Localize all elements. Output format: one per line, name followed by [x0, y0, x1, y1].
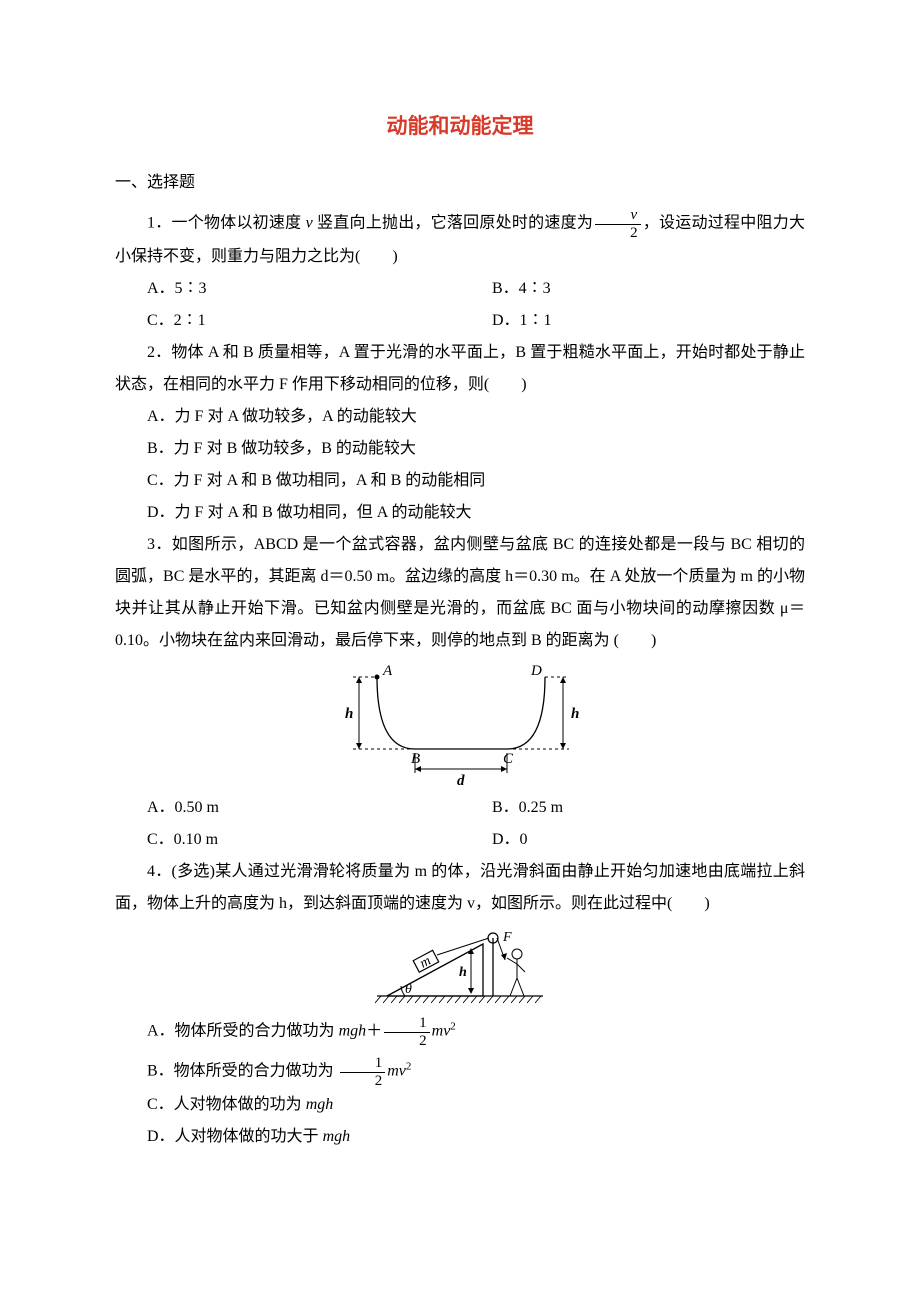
svg-text:h: h: [345, 706, 353, 722]
q4-opt-a: A．物体所受的合力做功为 mgh＋12mv2: [115, 1015, 805, 1049]
section-heading: 一、选择题: [115, 167, 805, 199]
svg-text:F: F: [502, 930, 512, 945]
q4-a-mv: mv: [432, 1023, 451, 1040]
q4-opt-d: D．人对物体做的功大于 mgh: [115, 1121, 805, 1153]
q2-opt-c: C．力 F 对 A 和 B 做功相同，A 和 B 的动能相同: [115, 465, 805, 497]
q1-stem: 1．一个物体以初速度 v 竖直向上抛出，它落回原处时的速度为v2，设运动过程中阻…: [115, 207, 805, 273]
q4-b-sq: 2: [406, 1060, 412, 1072]
q2-stem: 2．物体 A 和 B 质量相等，A 置于光滑的水平面上，B 置于粗糙水平面上，开…: [115, 337, 805, 401]
page: 动能和动能定理 一、选择题 1．一个物体以初速度 v 竖直向上抛出，它落回原处时…: [0, 0, 920, 1302]
svg-text:C: C: [503, 751, 514, 767]
q2-opt-d: D．力 F 对 A 和 B 做功相同，但 A 的动能较大: [115, 497, 805, 529]
svg-text:A: A: [382, 663, 393, 679]
q3-opt-c: C．0.10 m: [115, 824, 460, 856]
q4-c-mgh: mgh: [306, 1096, 334, 1113]
q1-frac-num: v: [595, 207, 641, 225]
q3-stem: 3．如图所示，ABCD 是一个盆式容器，盆内侧壁与盆底 BC 的连接处都是一段与…: [115, 529, 805, 657]
q4-b-frac: 12: [340, 1055, 386, 1089]
q1-frac-den: 2: [595, 225, 641, 242]
q4-figure: m Fh θ: [375, 926, 545, 1011]
q1-opt-c: C．2∶1: [115, 305, 460, 337]
q3-opt-a: A．0.50 m: [115, 792, 460, 824]
q4-b-frac-den: 2: [340, 1073, 386, 1090]
q4-b-frac-num: 1: [340, 1055, 386, 1073]
q4-opt-c: C．人对物体做的功为 mgh: [115, 1089, 805, 1121]
svg-text:h: h: [571, 706, 579, 722]
q4-a-frac-den: 2: [384, 1033, 430, 1050]
q3-opt-d: D．0: [460, 824, 805, 856]
q4-b-mv: mv: [387, 1063, 406, 1080]
q1-opt-d: D．1∶1: [460, 305, 805, 337]
q2-options: A．力 F 对 A 做功较多，A 的动能较大 B．力 F 对 B 做功较多，B …: [115, 401, 805, 529]
q4-a-pre: A．物体所受的合力做功为: [147, 1023, 339, 1040]
q4-a-plus: ＋: [366, 1023, 382, 1040]
q4-d-pre: D．人对物体做的功大于: [147, 1128, 323, 1145]
q2-opt-b: B．力 F 对 B 做功较多，B 的动能较大: [115, 433, 805, 465]
q1-options: A．5∶3 B．4∶3 C．2∶1 D．1∶1: [115, 273, 805, 337]
q1-stem-mid: 竖直向上抛出，它落回原处时的速度为: [313, 215, 593, 232]
q1-opt-b: B．4∶3: [460, 273, 805, 305]
q4-a-frac-num: 1: [384, 1015, 430, 1033]
q1-frac: v2: [595, 207, 641, 241]
svg-text:D: D: [530, 663, 542, 679]
svg-text:d: d: [457, 773, 465, 788]
q4-c-pre: C．人对物体做的功为: [147, 1096, 306, 1113]
q4-b-pre: B．物体所受的合力做功为: [147, 1063, 338, 1080]
q3-options: A．0.50 m B．0.25 m C．0.10 m D．0: [115, 792, 805, 856]
q4-stem: 4．(多选)某人通过光滑滑轮将质量为 m 的体，沿光滑斜面由静止开始匀加速地由底…: [115, 856, 805, 920]
q1-opt-a: A．5∶3: [115, 273, 460, 305]
q4-a-sq: 2: [450, 1020, 456, 1032]
q1-stem-pre: 1．一个物体以初速度: [147, 215, 306, 232]
q4-opt-b: B．物体所受的合力做功为 12mv2: [115, 1055, 805, 1089]
q4-d-mgh: mgh: [323, 1128, 351, 1145]
svg-text:h: h: [459, 965, 467, 980]
q1-var-v: v: [306, 215, 313, 232]
q3-figure: A D B Ch h d: [315, 663, 605, 788]
page-title: 动能和动能定理: [115, 105, 805, 147]
q4-a-frac: 12: [384, 1015, 430, 1049]
svg-text:m: m: [418, 954, 434, 972]
svg-text:B: B: [411, 751, 420, 767]
q4-options: A．物体所受的合力做功为 mgh＋12mv2 B．物体所受的合力做功为 12mv…: [115, 1015, 805, 1153]
svg-text:θ: θ: [405, 982, 412, 997]
q4-a-mgh: mgh: [339, 1023, 367, 1040]
q3-opt-b: B．0.25 m: [460, 792, 805, 824]
q2-opt-a: A．力 F 对 A 做功较多，A 的动能较大: [115, 401, 805, 433]
